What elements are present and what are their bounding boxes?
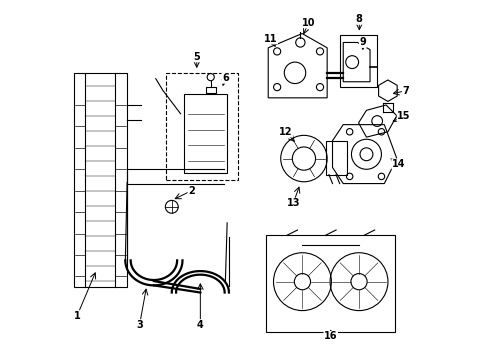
Bar <box>74 73 127 287</box>
Bar <box>167 73 238 180</box>
Bar <box>326 141 347 175</box>
Text: 12: 12 <box>279 127 293 137</box>
Text: 14: 14 <box>392 159 405 169</box>
Text: 11: 11 <box>264 34 277 44</box>
Text: 2: 2 <box>188 186 195 196</box>
Bar <box>340 35 377 87</box>
Text: 15: 15 <box>397 111 411 121</box>
Text: 3: 3 <box>136 320 143 330</box>
Text: 5: 5 <box>194 52 200 62</box>
Text: 16: 16 <box>324 332 338 342</box>
Bar <box>206 87 216 93</box>
Text: 7: 7 <box>402 86 409 96</box>
Text: 10: 10 <box>302 18 316 28</box>
Bar <box>267 235 395 332</box>
Text: 1: 1 <box>74 311 80 321</box>
Text: 6: 6 <box>222 73 229 83</box>
Text: 8: 8 <box>356 14 363 24</box>
Text: 13: 13 <box>287 198 300 208</box>
Text: 4: 4 <box>197 320 204 330</box>
Bar <box>184 94 227 173</box>
Text: 9: 9 <box>360 37 366 48</box>
